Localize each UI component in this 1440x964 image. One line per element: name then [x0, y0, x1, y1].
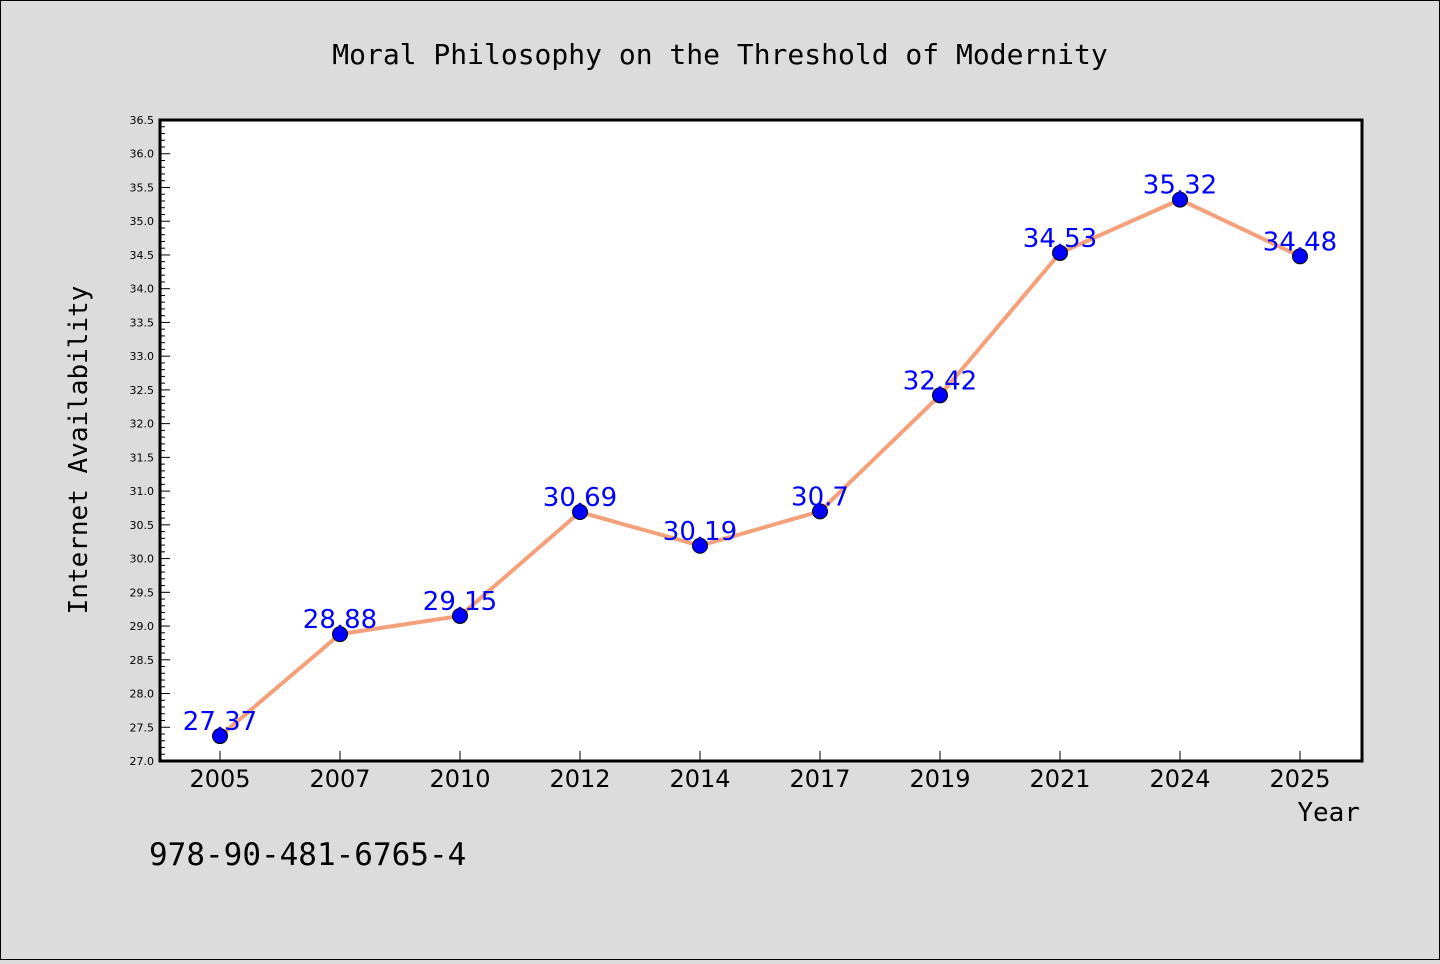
data-point [932, 387, 948, 404]
data-point [692, 537, 708, 554]
y-tick-label: 33.0 [130, 350, 155, 363]
y-tick-label: 28.0 [130, 688, 155, 701]
data-label: 34.53 [1023, 224, 1097, 254]
x-tick-label: 2012 [549, 765, 610, 793]
y-tick-label: 30.5 [130, 519, 155, 532]
data-point [572, 504, 588, 521]
data-point [812, 503, 828, 520]
data-label: 30.7 [791, 482, 849, 512]
x-tick-label: 2017 [789, 765, 850, 793]
y-tick-label: 35.0 [130, 215, 155, 228]
plot-area [158, 118, 1364, 763]
data-point [212, 728, 228, 745]
y-tick-label: 27.0 [130, 755, 155, 768]
y-tick-label: 34.0 [130, 283, 155, 296]
y-tick-label: 30.0 [130, 553, 155, 566]
data-label: 30.19 [663, 517, 737, 547]
x-tick-label: 2005 [189, 765, 250, 793]
y-tick-label: 35.5 [130, 181, 155, 194]
y-tick-label: 32.5 [130, 384, 155, 397]
data-point [452, 607, 468, 624]
data-label: 29.15 [423, 587, 497, 617]
data-label: 35.32 [1143, 171, 1217, 201]
data-label: 32.42 [903, 366, 977, 396]
x-tick-label: 2025 [1269, 765, 1330, 793]
y-tick-label: 28.5 [130, 654, 155, 667]
data-label: 30.69 [543, 483, 617, 513]
y-tick-label: 32.0 [130, 418, 155, 431]
y-tick-label: 33.5 [130, 316, 155, 329]
data-label: 34.48 [1263, 227, 1337, 257]
data-label: 28.88 [303, 605, 377, 635]
x-tick-label: 2010 [429, 765, 490, 793]
x-axis: 2005 2007 2010 2012 2014 2017 2019 2021 2024 2025 [189, 751, 1331, 793]
y-tick-label: 29.5 [130, 586, 155, 599]
x-tick-label: 2007 [309, 765, 370, 793]
y-tick-label: 29.0 [130, 620, 155, 633]
y-tick-label: 34.5 [130, 249, 155, 262]
data-label: 27.37 [183, 707, 257, 737]
series-line [218, 197, 1301, 738]
x-tick-label: 2021 [1029, 765, 1090, 793]
data-point [1172, 191, 1188, 208]
x-tick-label: 2019 [909, 765, 970, 793]
y-tick-label: 31.5 [130, 451, 155, 464]
y-axis-label: Internet Availability [64, 286, 94, 615]
y-tick-label: 36.0 [130, 148, 155, 161]
y-tick-label: 27.5 [130, 721, 155, 734]
chart-title: Moral Philosophy on the Threshold of Mod… [332, 38, 1107, 71]
y-axis: 27.0 27.5 28.0 28.5 29.0 29.5 30.0 30.5 31.0 31.5… [130, 114, 170, 768]
x-axis-label: Year [1297, 798, 1360, 828]
y-tick-label: 36.5 [130, 114, 155, 127]
series-markers [212, 191, 1308, 745]
data-point [1292, 248, 1308, 265]
y-tick-label: 31.0 [130, 485, 155, 498]
isbn-footnote: 978-90-481-6765-4 [149, 837, 466, 873]
data-labels: 27.37 28.88 29.15 30.69 30.19 30.7 32.42 34.53 3… [183, 171, 1337, 737]
x-tick-label: 2014 [669, 765, 730, 793]
x-tick-label: 2024 [1149, 765, 1210, 793]
data-point [332, 626, 348, 643]
data-point [1052, 244, 1068, 261]
